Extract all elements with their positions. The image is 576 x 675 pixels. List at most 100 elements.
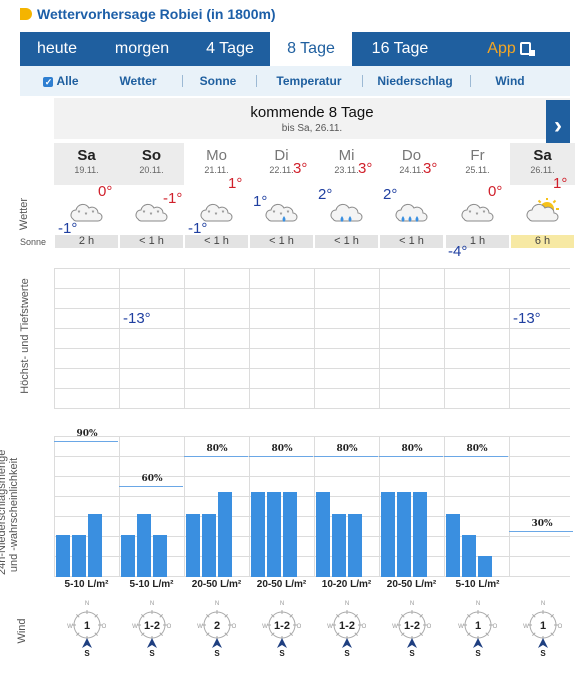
sun-hours: < 1 h <box>315 235 378 248</box>
precipitation-bar <box>316 492 330 577</box>
tab-16-tage[interactable]: 16 Tage <box>371 40 429 57</box>
day-date: 22.11. <box>269 165 294 175</box>
checkbox-checked-icon[interactable]: ✓ <box>43 77 54 87</box>
cloud-shape <box>461 203 494 222</box>
filter-alle[interactable]: ✓ Alle <box>38 66 84 96</box>
probability-value: 80% <box>466 444 488 454</box>
precipitation-bar <box>381 492 395 577</box>
day-header[interactable]: Sa 19.11. <box>54 143 119 185</box>
precipitation-bar <box>121 534 135 577</box>
probability-line <box>54 441 118 442</box>
tab-4-tage[interactable]: 4 Tage <box>206 40 254 57</box>
precipitation-bar <box>462 534 476 577</box>
day-name: Mi <box>338 147 355 164</box>
day-header[interactable]: So 20.11. <box>119 143 184 185</box>
raindrop-shape <box>348 216 352 222</box>
grid-line <box>54 368 570 369</box>
grid-line <box>54 496 570 497</box>
day-header[interactable]: Di 22.11. <box>249 143 314 185</box>
snow-cloud-icon: * * * <box>198 198 234 228</box>
grid-line <box>379 268 380 409</box>
precipitation-bar <box>251 492 265 577</box>
day-header[interactable]: Mi 23.11. <box>314 143 379 185</box>
filter-wind[interactable]: Wind <box>495 74 525 88</box>
compass-letter-w: W <box>458 624 464 630</box>
probability-line <box>184 456 248 457</box>
compass-tick <box>485 632 489 636</box>
probability-value: 80% <box>206 444 228 454</box>
filter-sonne[interactable]: Sonne <box>199 74 237 88</box>
compass-tick <box>485 614 489 618</box>
compass-letter-w: W <box>327 624 333 630</box>
wind-compass-graphic: N W O S 1 <box>523 601 563 658</box>
compass-tick <box>354 614 358 618</box>
grid-line <box>119 436 120 577</box>
grid-line <box>509 436 510 577</box>
max-temp: 1° <box>228 175 243 192</box>
wind-compass-icon: N W O S 1 <box>67 598 107 658</box>
tab-morgen[interactable]: morgen <box>114 40 170 57</box>
filter-wetter[interactable]: Wetter <box>119 74 157 88</box>
grid-line <box>54 576 570 577</box>
probability-line <box>444 456 508 457</box>
snowflake-glyph: * <box>280 212 283 219</box>
raindrop-shape <box>282 216 286 222</box>
precipitation-bar <box>446 513 460 577</box>
snowflake-glyph: * <box>222 210 225 217</box>
compass-tick <box>141 632 145 636</box>
day-header[interactable]: Do 24.11. <box>379 143 444 185</box>
compass-letter-s: S <box>475 649 481 658</box>
sun-hours: < 1 h <box>380 235 443 248</box>
precipitation-bar <box>397 492 411 577</box>
sun-cloud-icon <box>524 197 560 228</box>
day-header[interactable]: Sa 26.11. <box>510 143 575 185</box>
app-label: App <box>487 40 516 57</box>
sun-cloud-icon-graphic <box>526 197 559 222</box>
precipitation-bar <box>137 513 151 577</box>
wind-speed: 1 <box>84 620 90 632</box>
compass-tick <box>532 632 536 636</box>
wind-label: Wind <box>16 618 28 644</box>
wind-compass-icon: N W O S 1-2 <box>392 598 432 658</box>
compass-letter-o: O <box>427 624 432 630</box>
tab-app[interactable]: App <box>448 32 570 66</box>
compass-tick <box>76 632 80 636</box>
snow-cloud-icon-graphic: * * * <box>70 203 103 222</box>
wind-speed: 1-2 <box>144 620 160 632</box>
max-temp: 0° <box>98 182 113 200</box>
precipitation-amount: 5-10 L/m² <box>129 579 174 590</box>
filter-temperatur[interactable]: Temperatur <box>276 74 342 88</box>
snowflake-glyph: * <box>469 210 472 217</box>
filter-divider <box>470 75 471 87</box>
grid-line <box>54 436 55 577</box>
compass-letter-o: O <box>362 624 367 630</box>
wind-compass-icon: N W O S 1 <box>458 598 498 658</box>
compass-tick <box>159 614 163 618</box>
wind-arrow-icon <box>277 638 287 648</box>
compass-letter-n: N <box>150 601 154 607</box>
rain-cloud-icon-graphic <box>330 203 363 222</box>
filter-divider <box>182 75 183 87</box>
max-temp: 3° <box>423 160 438 177</box>
probability-value: 80% <box>401 444 423 454</box>
phone-icon <box>519 42 535 56</box>
sun-hours: 6 h <box>511 235 574 248</box>
wind-speed: 1-2 <box>274 620 290 632</box>
grid-line <box>54 408 570 409</box>
cloud-shape <box>200 203 233 222</box>
heavy-rain-cloud-icon-graphic <box>395 203 428 222</box>
day-header[interactable]: Mo 21.11. <box>184 143 249 185</box>
compass-letter-s: S <box>279 649 285 658</box>
min-temp: 1° <box>253 193 268 210</box>
snow-cloud-icon-graphic: * * * <box>135 203 168 222</box>
wind-speed: 1 <box>540 620 546 632</box>
filter-niederschlag[interactable]: Niederschlag <box>377 74 453 88</box>
sun-ray <box>537 199 542 204</box>
raindrop-shape <box>401 216 405 222</box>
tab-heute[interactable]: heute <box>36 40 78 57</box>
temperature-grid: 0° -1° -1° -13° 1° -1° 3° 1° 3° 2° 3° 2° 0° -4° 1° -13° <box>54 160 570 409</box>
snow-rain-cloud-icon: * * * <box>263 198 299 228</box>
compass-tick <box>419 632 423 636</box>
tab-8-tage[interactable]: 8 Tage <box>270 32 352 66</box>
day-header[interactable]: Fr 25.11. <box>445 143 510 185</box>
